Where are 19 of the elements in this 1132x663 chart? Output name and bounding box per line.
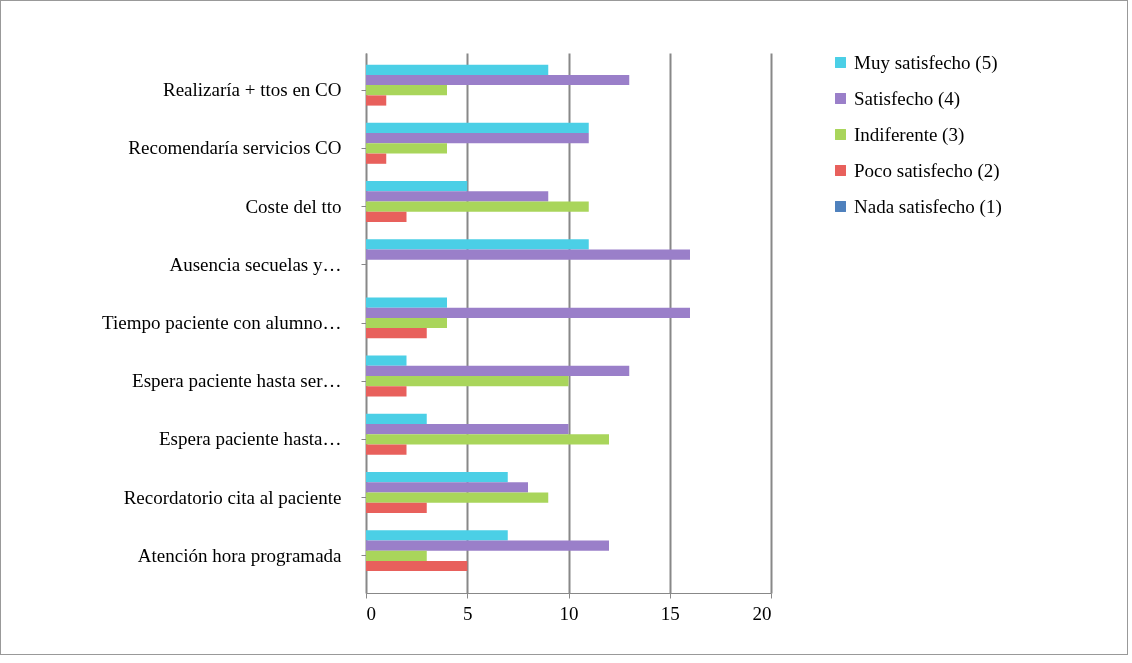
y-tick-label: Ausencia secuelas y…: [169, 253, 342, 275]
y-tick-label: Espera paciente hasta…: [158, 428, 342, 450]
legend-label: Poco satisfecho (2): [854, 159, 1000, 182]
x-tick-label: 20: [752, 602, 772, 624]
x-tick-label: 0: [366, 602, 376, 624]
x-tick-label: 15: [660, 602, 680, 624]
y-tick-label: Realizaría + ttos en CO: [163, 79, 342, 101]
x-tick-label: 5: [463, 602, 473, 624]
legend-label: Nada satisfecho (1): [854, 195, 1002, 218]
legend-label: Satisfecho (4): [854, 87, 961, 110]
y-tick-label: Coste del tto: [245, 195, 342, 217]
y-tick-label: Atención hora programada: [137, 544, 343, 566]
x-tick-label: 10: [559, 602, 579, 624]
legend-label: Indiferente (3): [854, 123, 965, 146]
legend-label: Muy satisfecho (5): [854, 51, 998, 74]
y-tick-label: Recordatorio cita al paciente: [123, 486, 342, 508]
y-tick-label: Espera paciente hasta ser…: [132, 370, 342, 392]
y-tick-label: Tiempo paciente con alumno…: [102, 312, 342, 333]
y-tick-label: Recomendaría servicios CO: [128, 137, 342, 159]
